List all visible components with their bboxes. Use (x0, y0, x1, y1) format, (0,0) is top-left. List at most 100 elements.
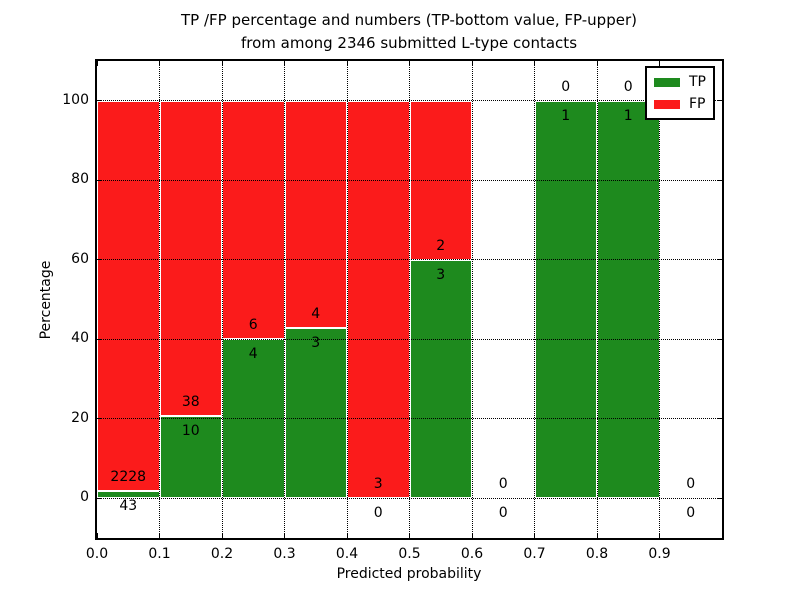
tp-count-label: 43 (119, 497, 138, 514)
fp-count-label: 2228 (110, 468, 147, 485)
x-gridline (659, 61, 660, 538)
x-tick-label: 0.5 (398, 546, 421, 562)
x-tick-top (659, 61, 660, 66)
x-tick-top (534, 61, 535, 66)
x-gridline (534, 61, 535, 538)
fp-count-label: 3 (373, 476, 383, 493)
y-gridline (97, 418, 722, 420)
x-axis-label: Predicted probability (336, 566, 482, 582)
tp-count-label: 3 (311, 334, 321, 351)
x-tick-label: 0.3 (273, 546, 296, 562)
fp-count-label: 0 (561, 78, 571, 95)
tp-count-label: 4 (248, 346, 258, 363)
x-tick-label: 0.8 (585, 546, 609, 562)
x-tick-top (96, 61, 98, 66)
x-tick-label: 0.4 (335, 546, 359, 562)
chart-title: TP /FP percentage and numbers (TP-bottom… (181, 9, 637, 55)
x-tick-top (221, 61, 223, 66)
x-tick-bottom (659, 533, 660, 538)
y-tick-right (717, 418, 722, 420)
fp-bar-segment (159, 100, 222, 416)
x-tick-top (596, 61, 598, 66)
x-tick-top (346, 61, 348, 66)
y-tick-left (97, 418, 102, 420)
tp-count-label: 0 (373, 505, 383, 522)
y-tick-label: 20 (71, 409, 89, 426)
plot-area: 2228 43 38 10 6 4 4 3 3 0 2 3 0 0 0 1 0 1 0 0 (95, 59, 724, 540)
y-tick-left (97, 100, 102, 102)
x-tick-label: 0.1 (148, 546, 171, 562)
x-tick-label: 0.2 (210, 546, 234, 562)
legend-row: FP (654, 97, 706, 111)
tp-count-label: 10 (181, 422, 200, 439)
y-tick-label: 80 (71, 171, 89, 188)
fp-count-label: 2 (436, 237, 446, 254)
x-gridline (471, 61, 473, 538)
y-tick-right (717, 179, 722, 181)
y-tick-right (717, 100, 722, 102)
tp-count-label: 1 (623, 107, 633, 124)
x-tick-label: 0.0 (85, 546, 109, 562)
legend-swatch-fp (654, 99, 680, 109)
legend-swatch-tp (654, 77, 680, 87)
tp-bar-segment (409, 259, 472, 499)
y-gridline (97, 338, 722, 340)
x-tick-label: 0.9 (648, 546, 671, 562)
x-tick-bottom (471, 533, 473, 538)
x-tick-top (409, 61, 410, 66)
fp-bar-segment (284, 100, 347, 328)
tp-bar-segment (284, 327, 347, 499)
y-tick-left (97, 179, 102, 181)
x-tick-label: 0.6 (460, 546, 484, 562)
tp-count-label: 1 (561, 107, 571, 124)
fp-count-label: 0 (686, 476, 696, 493)
y-gridline (97, 179, 722, 181)
y-tick-label: 100 (62, 91, 89, 108)
x-tick-top (159, 61, 160, 66)
x-tick-bottom (534, 533, 535, 538)
x-gridline (159, 61, 160, 538)
x-gridline (346, 61, 348, 538)
chart-title-line2: from among 2346 submitted L-type contact… (240, 34, 578, 52)
fp-bar-segment (222, 100, 285, 340)
y-gridline (97, 259, 722, 261)
x-gridline (221, 61, 223, 538)
y-tick-right (717, 338, 722, 340)
y-tick-label: 40 (71, 330, 89, 347)
legend-row: TP (654, 75, 706, 89)
y-tick-left (97, 259, 102, 261)
fp-bar-segment (347, 100, 410, 499)
x-tick-bottom (221, 533, 223, 538)
chart-title-line1: TP /FP percentage and numbers (TP-bottom… (181, 11, 637, 29)
y-tick-right (717, 497, 722, 499)
x-tick-bottom (284, 533, 285, 538)
x-tick-bottom (346, 533, 348, 538)
tp-count-label: 3 (436, 266, 446, 283)
tp-bar-segment (534, 100, 597, 499)
x-tick-top (284, 61, 285, 66)
fp-count-label: 38 (181, 393, 200, 410)
x-tick-bottom (409, 533, 410, 538)
x-tick-label: 0.7 (523, 546, 546, 562)
fp-count-label: 6 (248, 317, 258, 334)
fp-count-label: 4 (311, 305, 321, 322)
legend: TP FP (645, 66, 715, 120)
tp-bar-segment (597, 100, 660, 499)
x-tick-bottom (159, 533, 160, 538)
fp-count-label: 0 (623, 78, 633, 95)
tp-count-label: 0 (686, 505, 696, 522)
y-axis-label: Percentage (38, 260, 54, 340)
y-tick-left (97, 338, 102, 340)
x-tick-bottom (596, 533, 598, 538)
x-gridline (284, 61, 285, 538)
y-tick-right (717, 259, 722, 261)
x-tick-top (471, 61, 473, 66)
fp-bar-segment (97, 100, 160, 491)
x-tick-bottom (96, 533, 98, 538)
y-tick-label: 0 (80, 489, 89, 506)
y-tick-left (97, 497, 102, 499)
y-tick-label: 60 (71, 250, 89, 267)
legend-label: TP (689, 74, 706, 90)
y-gridline (97, 100, 722, 102)
fp-count-label: 0 (498, 476, 508, 493)
